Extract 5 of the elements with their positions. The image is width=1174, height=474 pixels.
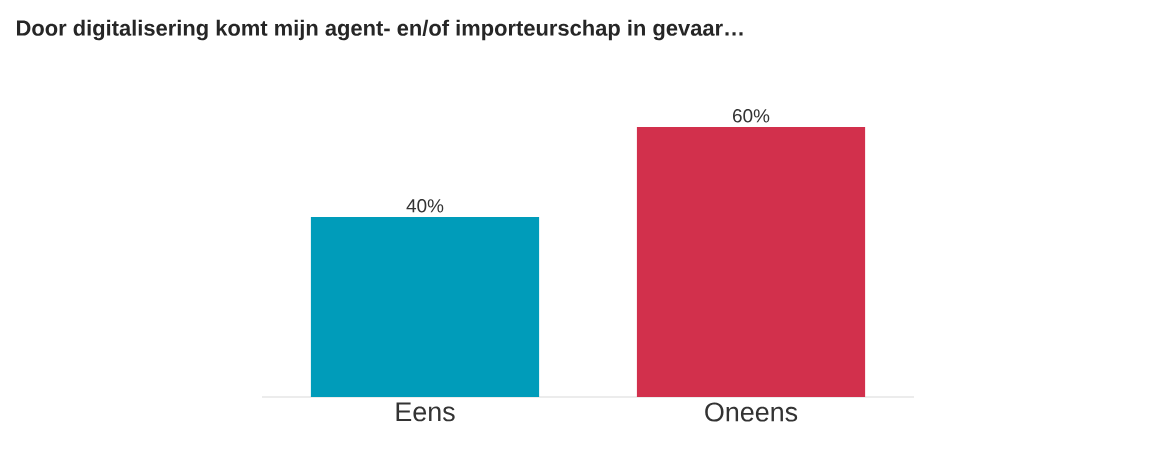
chart-title: Door digitalisering komt mijn agent- en/of importeurschap in gevaar… — [16, 19, 743, 41]
data-label: 40% — [406, 199, 444, 213]
data-label: 60% — [733, 109, 770, 123]
x-tick-label: Oneens — [705, 402, 798, 422]
x-tick-label: Eens — [396, 402, 455, 422]
